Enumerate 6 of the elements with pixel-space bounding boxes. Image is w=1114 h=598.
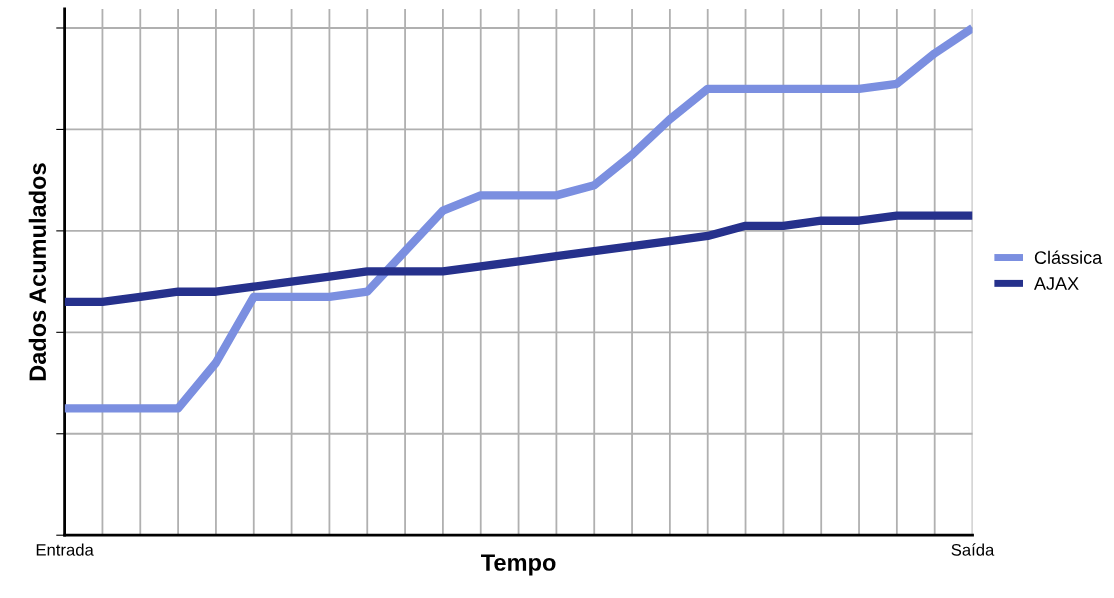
legend-label: AJAX bbox=[1034, 277, 1079, 290]
x-tick-label: Saída bbox=[951, 543, 995, 556]
y-axis-title: Dados Acumulados bbox=[28, 163, 47, 381]
legend-label: Clássica bbox=[1034, 250, 1103, 265]
x-tick-label: Entrada bbox=[36, 543, 94, 556]
x-axis-title: Tempo bbox=[481, 554, 556, 576]
